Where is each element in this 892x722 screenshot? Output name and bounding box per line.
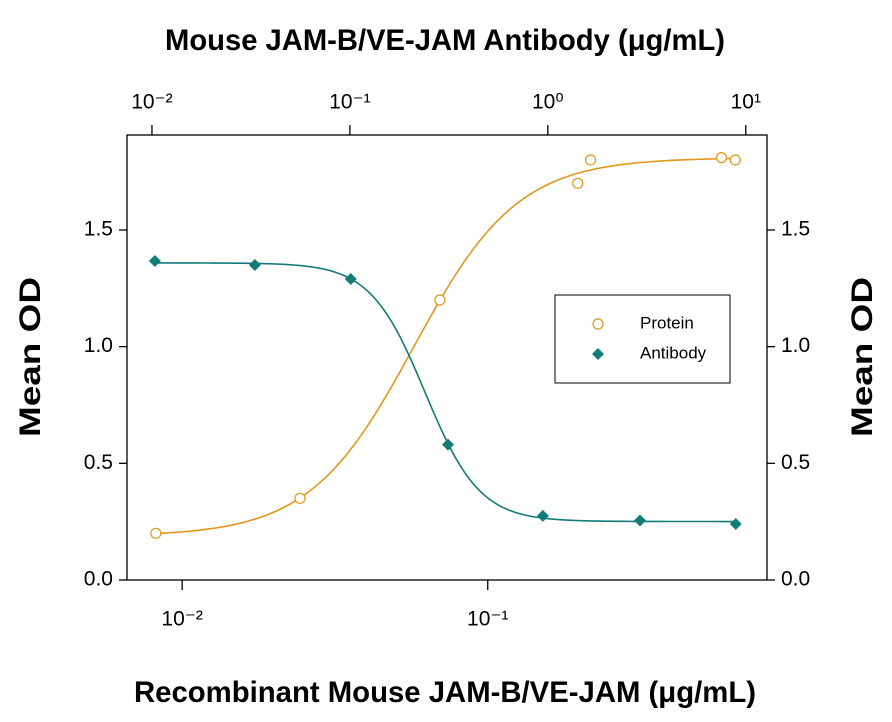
fit-curve (155, 157, 736, 535)
data-point (633, 514, 646, 527)
legend-label: Antibody (640, 343, 707, 362)
data-point (150, 527, 162, 539)
x-tick-label: 10⁻¹ (467, 608, 508, 631)
data-point (148, 255, 161, 268)
legend-box (554, 294, 731, 384)
y2-tick-label: 0.0 (781, 568, 810, 591)
x-axis-label: Recombinant Mouse JAM-B/VE-JAM (μg/mL) (134, 676, 756, 709)
data-point (248, 258, 261, 271)
y-tick-label: 1.5 (84, 218, 113, 241)
plot-frame (126, 134, 768, 581)
legend-marker (592, 348, 604, 360)
y-tick-label: 0.0 (84, 568, 113, 591)
data-point (441, 438, 454, 451)
y-tick-label: 1.0 (84, 334, 113, 357)
legend-label: Protein (640, 313, 694, 332)
data-point (729, 154, 741, 166)
data-point (715, 152, 728, 164)
data-point (536, 509, 549, 522)
x2-tick-label: 10⁻² (131, 91, 172, 114)
y-tick-label: 0.5 (84, 451, 113, 474)
y2-tick-label: 1.0 (781, 334, 810, 357)
data-point (572, 177, 584, 189)
y2-axis-label: Mean OD (846, 277, 879, 437)
x2-tick-label: 10¹ (731, 91, 761, 114)
y2-tick-label: 1.5 (781, 218, 810, 241)
data-point (729, 517, 742, 530)
data-point (584, 154, 597, 166)
x2-tick-label: 10⁰ (532, 91, 564, 114)
legend-marker (592, 318, 604, 330)
y-axis-label: Mean OD (14, 277, 47, 437)
data-point (294, 492, 306, 504)
chart-title: Mouse JAM-B/VE-JAM Antibody (μg/mL) (165, 24, 725, 57)
data-point (344, 272, 357, 285)
x-tick-label: 10⁻² (161, 608, 202, 631)
data-point (434, 294, 446, 306)
y2-tick-label: 0.5 (781, 451, 810, 474)
x2-tick-label: 10⁻¹ (329, 91, 370, 114)
